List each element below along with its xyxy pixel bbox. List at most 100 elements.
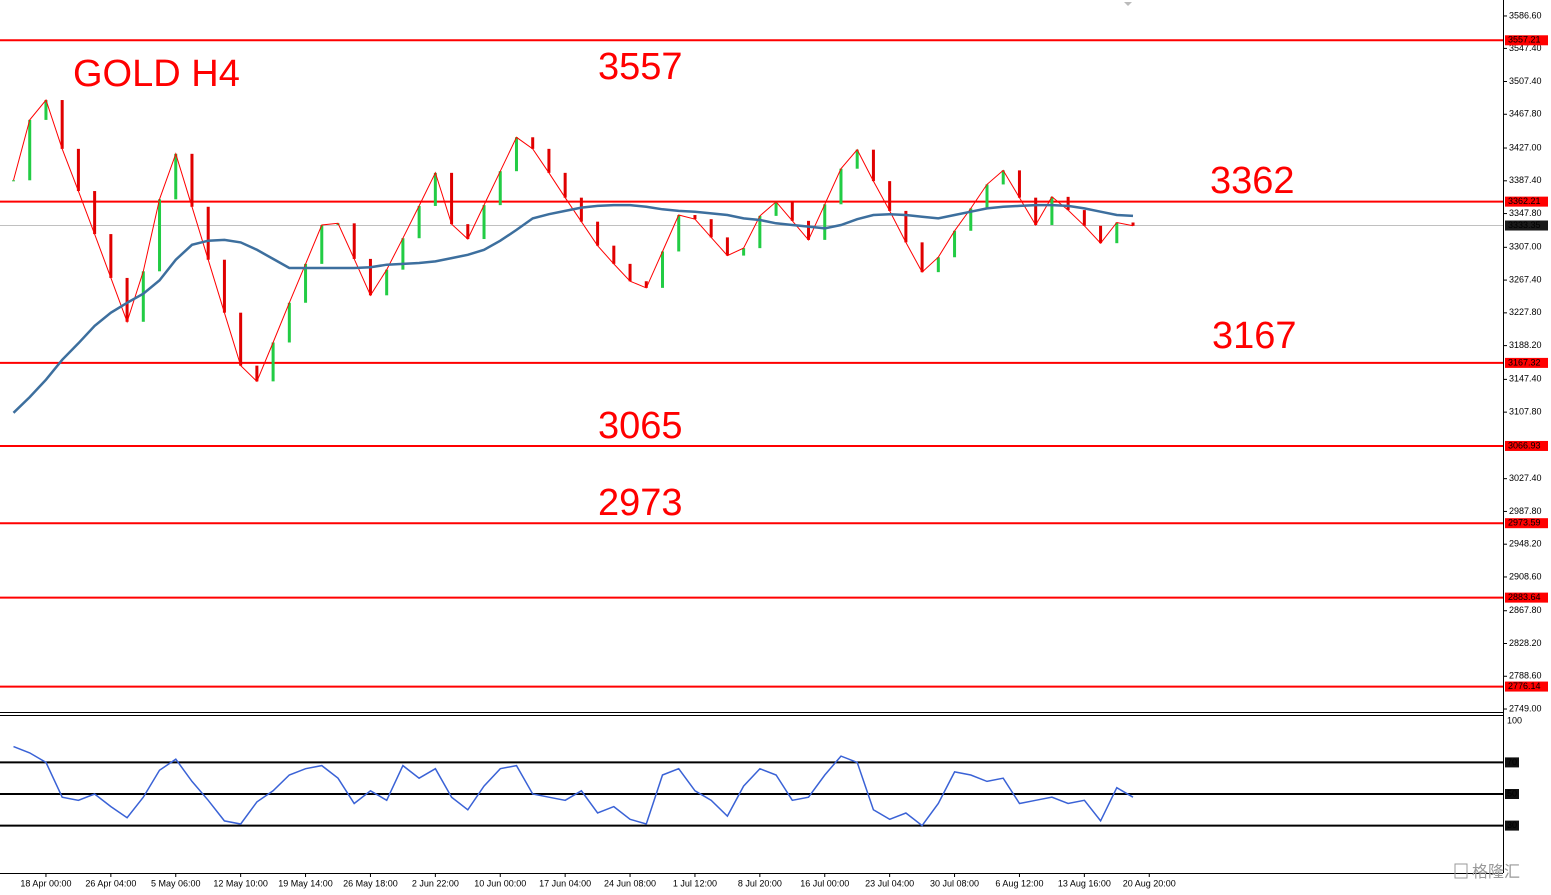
level-box [1505,440,1548,451]
candle [644,281,648,288]
candle [742,248,746,256]
y-tick-label: 2908.60 [1509,571,1542,581]
level-box [1505,357,1548,368]
candle [531,137,535,149]
candle [677,215,681,252]
candle [93,191,97,235]
y-tick-label: 3188.20 [1509,340,1542,350]
candle [401,238,405,270]
y-tick-label: 3507.40 [1509,76,1542,86]
x-tick-label: 12 May 10:00 [213,878,268,888]
candle [28,119,32,181]
y-tick-label: 3427.00 [1509,142,1542,152]
candle [969,208,973,231]
candle [612,245,616,264]
level-label: 2776.14 [1508,681,1541,691]
y-tick-label: 2987.80 [1509,506,1542,516]
candle [839,168,843,205]
candle [807,220,811,240]
candle [125,277,129,322]
candle [579,197,583,222]
candle [482,205,486,240]
candle [206,206,210,260]
y-tick-label: 70 [1507,757,1517,767]
moving-average [12,203,1134,414]
candle [547,148,551,173]
candle [239,312,243,366]
watermark: 格隆汇 [1472,863,1520,881]
level-box [1505,681,1548,692]
candle [904,210,908,243]
y-tick-label: 3387.40 [1509,175,1542,185]
x-tick-label: 18 Apr 00:00 [20,878,71,888]
watermark-logo [1454,863,1468,879]
candle [823,204,827,240]
y-tick-label: 3547.40 [1509,43,1542,53]
y-tick-label: 3107.80 [1509,407,1542,417]
candle [758,215,762,249]
candle [450,172,454,225]
candle [936,257,940,273]
candle [255,365,259,382]
candle [60,100,64,149]
candle [44,100,48,120]
candle [953,230,957,258]
y-tick-label: 3347.80 [1509,208,1542,218]
current-price-box [1505,220,1548,231]
x-tick-label: 26 Apr 04:00 [85,878,136,888]
tick-box [1505,757,1519,768]
candle [1131,222,1135,226]
y-tick-label: 2948.20 [1509,539,1542,549]
x-tick-label: 26 May 18:00 [343,878,398,888]
candle [433,172,437,206]
candle [498,171,502,206]
rsi-line [13,745,1134,827]
x-tick-label: 5 May 06:00 [151,878,201,888]
x-tick-label: 13 Aug 16:00 [1058,878,1111,888]
candle [920,242,924,273]
level-label: 3557.21 [1508,35,1541,45]
level-box [1505,196,1548,207]
candle [596,221,600,246]
candle [1001,170,1005,185]
candle [985,184,989,209]
x-tick-label: 17 Jun 04:00 [539,878,591,888]
x-tick-label: 1 Jul 12:00 [673,878,717,888]
candle [287,302,291,343]
candle [352,223,356,259]
candle [12,180,15,182]
current-price-label: 3333.35 [1508,220,1541,230]
level-label: 3167.32 [1508,357,1541,367]
candle [368,258,372,296]
chart-title: GOLD H4 [73,53,240,95]
y-tick-label: 50 [1507,788,1517,798]
candle [871,149,875,182]
candle [271,342,275,382]
y-tick-label: 3027.40 [1509,473,1542,483]
candle [222,259,226,313]
annotation: 2973 [598,482,683,524]
x-tick-label: 8 Jul 20:00 [738,878,782,888]
y-tick-label: 30 [1507,820,1517,830]
y-tick-label: 3147.40 [1509,374,1542,384]
y-tick-label: 2828.20 [1509,638,1542,648]
candle [304,263,308,303]
y-tick-label: 3227.80 [1509,307,1542,317]
y-tick-label: 3586.60 [1509,10,1542,20]
annotation: 3362 [1210,160,1295,202]
candle [190,153,194,207]
candle [1050,196,1054,225]
y-tick-label: 2749.00 [1509,703,1542,713]
level-box [1505,518,1548,529]
candle [790,201,794,221]
x-tick-label: 30 Jul 08:00 [930,878,979,888]
candle [1099,225,1103,244]
y-tick-label: 2788.60 [1509,671,1542,681]
x-tick-label: 10 Jun 00:00 [474,878,526,888]
candle [628,263,632,282]
candle [725,237,729,256]
y-tick-label: 3467.80 [1509,109,1542,119]
level-label: 3066.93 [1508,440,1541,450]
